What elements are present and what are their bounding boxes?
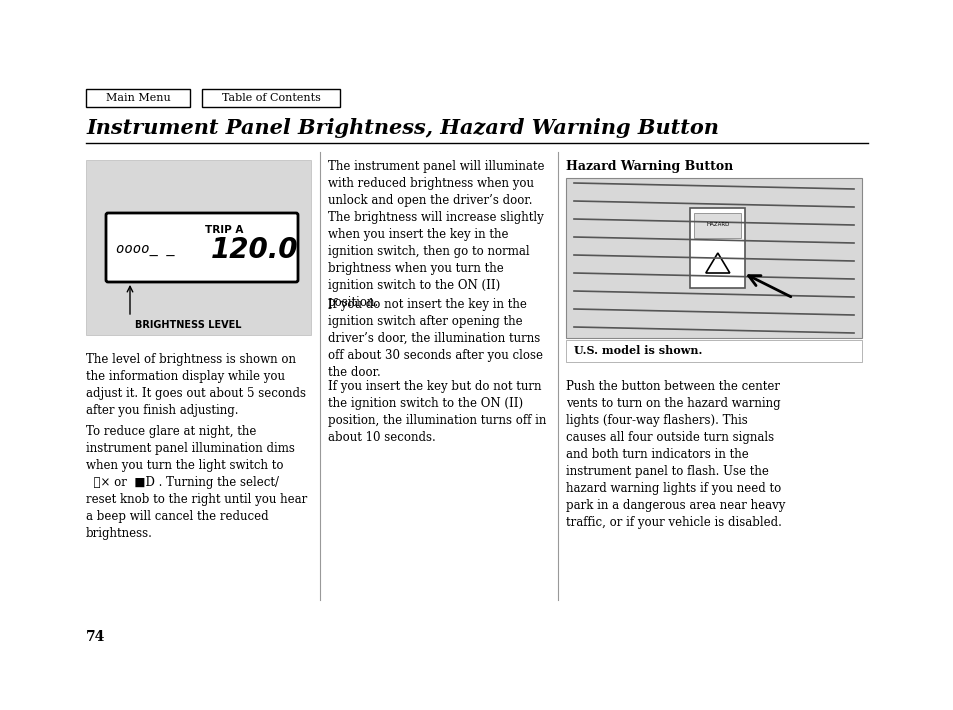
Text: To reduce glare at night, the
instrument panel illumination dims
when you turn t: To reduce glare at night, the instrument… (86, 425, 307, 540)
Bar (86, 89, 190, 107)
Text: Table of Contents: Table of Contents (221, 93, 320, 103)
Text: TRIP A: TRIP A (205, 225, 244, 235)
FancyBboxPatch shape (106, 213, 297, 282)
Text: BRIGHTNESS LEVEL: BRIGHTNESS LEVEL (135, 320, 241, 330)
Text: U.S. model is shown.: U.S. model is shown. (574, 346, 701, 356)
Text: Push the button between the center
vents to turn on the hazard warning
lights (f: Push the button between the center vents… (565, 380, 784, 529)
Text: 120.0: 120.0 (211, 236, 298, 263)
Text: Main Menu: Main Menu (106, 93, 171, 103)
Text: The instrument panel will illuminate
with reduced brightness when you
unlock and: The instrument panel will illuminate wit… (328, 160, 544, 309)
Bar (86, 160, 311, 335)
Bar (565, 340, 862, 362)
Text: Instrument Panel Brightness, Hazard Warning Button: Instrument Panel Brightness, Hazard Warn… (86, 118, 719, 138)
Text: The level of brightness is shown on
the information display while you
adjust it.: The level of brightness is shown on the … (86, 353, 306, 417)
Text: If you do not insert the key in the
ignition switch after opening the
driver’s d: If you do not insert the key in the igni… (328, 298, 542, 379)
Bar (690, 208, 744, 288)
Text: Hazard Warning Button: Hazard Warning Button (565, 160, 733, 173)
Text: oooo_ _: oooo_ _ (116, 243, 174, 256)
Bar (694, 213, 740, 238)
Text: If you insert the key but do not turn
the ignition switch to the ON (II)
positio: If you insert the key but do not turn th… (328, 380, 546, 444)
Bar (565, 178, 862, 338)
Bar (202, 89, 339, 107)
Text: 74: 74 (86, 630, 105, 644)
Text: HAZARD: HAZARD (705, 222, 729, 227)
